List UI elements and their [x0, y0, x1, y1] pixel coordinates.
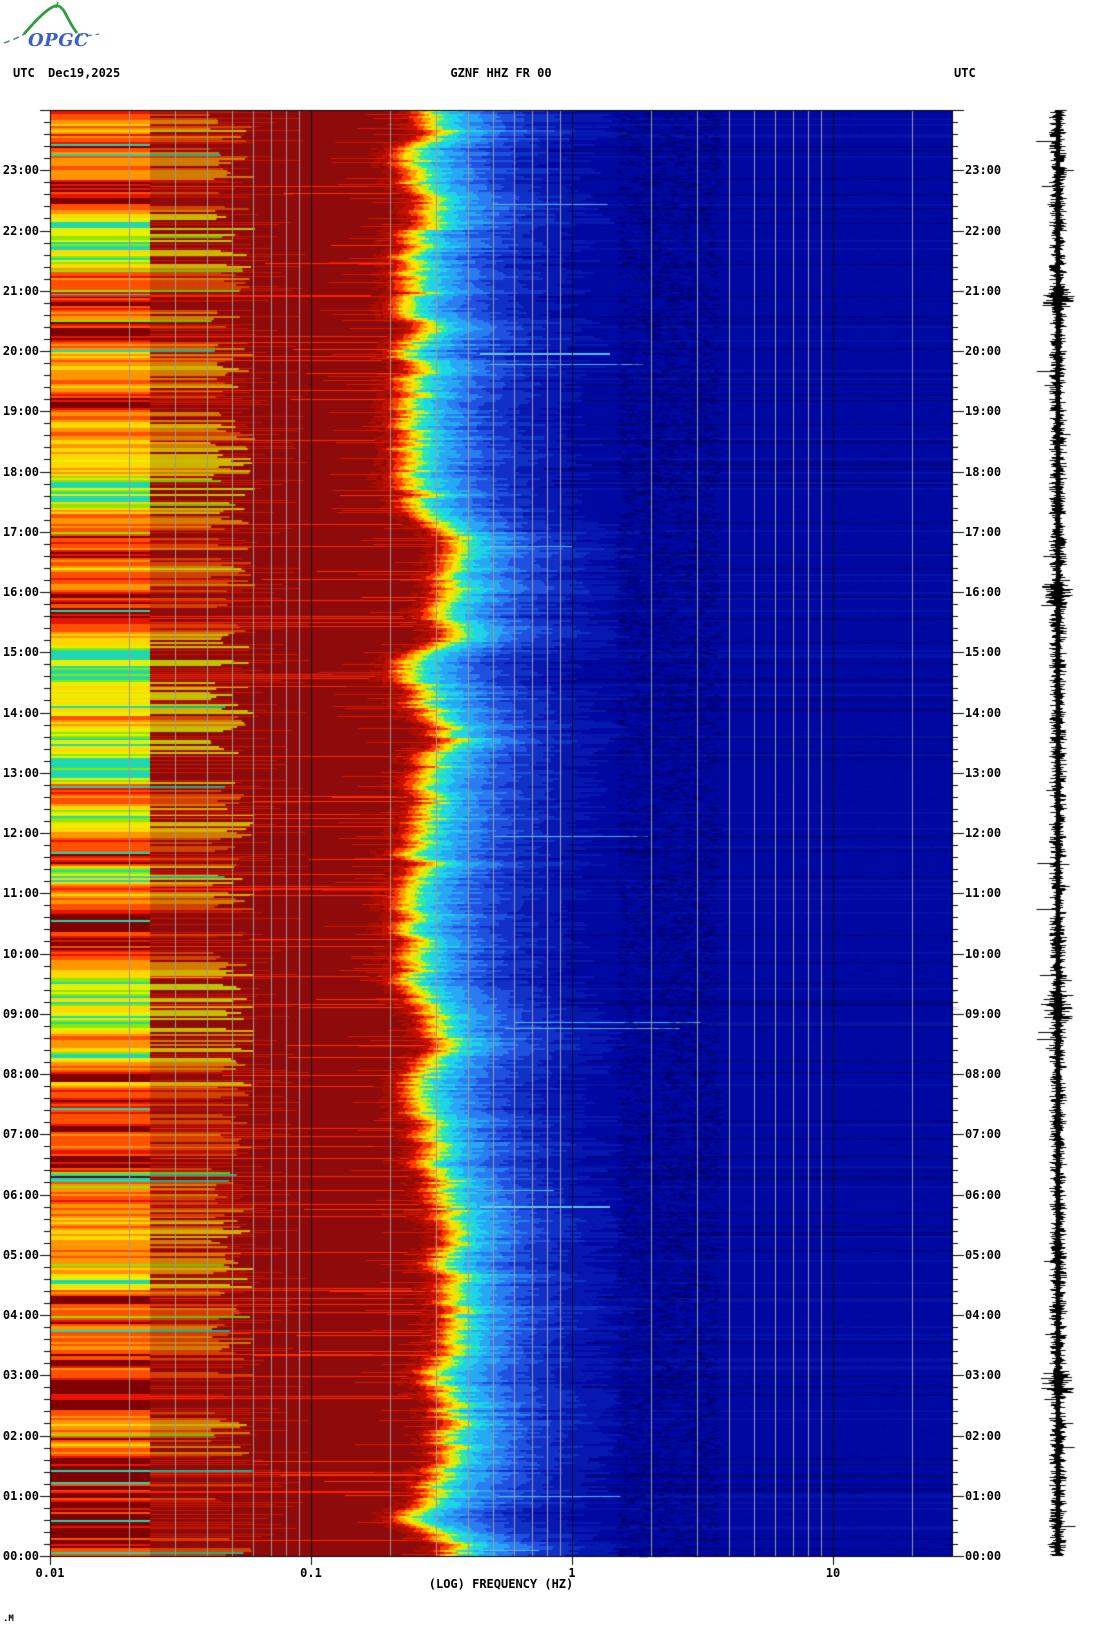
time-label-right: 16:00 — [965, 585, 1002, 599]
corner-mark: .M — [3, 1614, 14, 1624]
time-label-right: 02:00 — [965, 1428, 1002, 1443]
time-label-left: 11:00 — [2, 886, 39, 901]
freq-tick-label: 0.01 — [35, 1566, 65, 1580]
time-label-left: 12:00 — [2, 826, 39, 840]
time-label-left: 01:00 — [2, 1488, 39, 1503]
xaxis-title: (LOG) FREQUENCY (HZ) — [428, 1577, 574, 1591]
time-label-right: 03:00 — [965, 1368, 1002, 1383]
time-label-right: 21:00 — [965, 283, 1002, 298]
time-label-left: 21:00 — [2, 283, 39, 298]
time-label-right: 23:00 — [965, 163, 1002, 178]
time-label-right: 01:00 — [965, 1488, 1002, 1503]
time-label-left: 10:00 — [2, 946, 39, 961]
time-label-left: 07:00 — [2, 1127, 39, 1142]
time-label-left: 03:00 — [2, 1368, 39, 1383]
time-label-left: 06:00 — [2, 1187, 39, 1202]
time-label-right: 08:00 — [965, 1067, 1002, 1081]
time-label-left: 20:00 — [2, 344, 39, 358]
time-label-right: 06:00 — [965, 1187, 1002, 1202]
time-label-left: 19:00 — [2, 404, 39, 419]
time-label-right: 07:00 — [965, 1127, 1002, 1142]
time-label-right: 09:00 — [965, 1006, 1002, 1021]
time-label-right: 19:00 — [965, 404, 1002, 419]
time-label-right: 00:00 — [965, 1549, 1002, 1563]
time-label-left: 16:00 — [2, 585, 39, 599]
time-label-left: 17:00 — [2, 524, 39, 539]
time-label-right: 22:00 — [965, 223, 1002, 238]
time-label-right: 11:00 — [965, 886, 1002, 901]
time-label-left: 08:00 — [2, 1067, 39, 1081]
time-label-left: 15:00 — [2, 645, 39, 660]
time-label-right: 05:00 — [965, 1247, 1002, 1262]
time-label-left: 05:00 — [2, 1247, 39, 1262]
time-label-left: 09:00 — [2, 1006, 39, 1021]
time-label-right: 14:00 — [965, 705, 1002, 720]
time-label-right: 15:00 — [965, 645, 1002, 660]
time-label-right: 20:00 — [965, 344, 1002, 358]
time-label-left: 04:00 — [2, 1308, 39, 1322]
time-label-left: 22:00 — [2, 223, 39, 238]
freq-tick-label: 1 — [568, 1566, 576, 1580]
time-label-left: 13:00 — [2, 765, 39, 780]
freq-tick-label: 0.1 — [300, 1566, 322, 1580]
time-label-left: 02:00 — [2, 1428, 39, 1443]
time-label-right: 18:00 — [965, 464, 1002, 479]
time-label-left: 18:00 — [2, 464, 39, 479]
time-label-right: 13:00 — [965, 765, 1002, 780]
time-label-right: 10:00 — [965, 946, 1002, 961]
time-label-right: 04:00 — [965, 1308, 1002, 1322]
time-label-right: 17:00 — [965, 524, 1002, 539]
freq-tick-label: 10 — [825, 1566, 841, 1580]
time-label-left: 23:00 — [2, 163, 39, 178]
time-label-left: 14:00 — [2, 705, 39, 720]
time-label-right: 12:00 — [965, 826, 1002, 840]
time-label-left: 00:00 — [2, 1549, 39, 1563]
